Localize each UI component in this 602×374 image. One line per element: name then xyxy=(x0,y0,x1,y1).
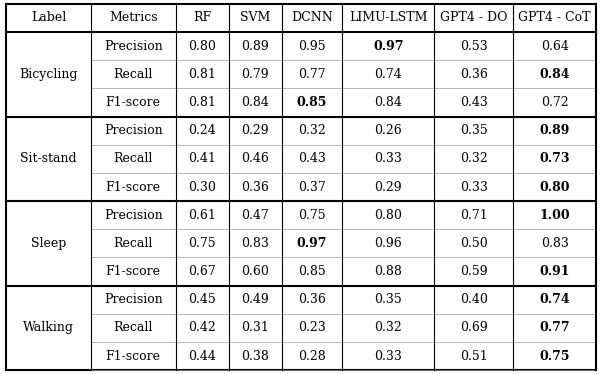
Text: 0.40: 0.40 xyxy=(460,293,488,306)
Text: 0.23: 0.23 xyxy=(298,322,326,334)
Text: 0.80: 0.80 xyxy=(188,40,216,52)
Text: 0.67: 0.67 xyxy=(188,265,216,278)
Text: 0.84: 0.84 xyxy=(539,68,570,81)
Text: 0.37: 0.37 xyxy=(298,181,326,193)
Text: Recall: Recall xyxy=(114,152,153,165)
Text: Sleep: Sleep xyxy=(31,237,66,250)
Text: 0.38: 0.38 xyxy=(241,350,269,363)
Text: Bicycling: Bicycling xyxy=(19,68,78,81)
Text: 0.29: 0.29 xyxy=(241,124,269,137)
Text: 0.73: 0.73 xyxy=(539,152,570,165)
Text: 0.96: 0.96 xyxy=(374,237,402,250)
Text: 0.71: 0.71 xyxy=(460,209,488,222)
Text: 0.49: 0.49 xyxy=(241,293,269,306)
Text: 0.32: 0.32 xyxy=(374,322,402,334)
Text: 1.00: 1.00 xyxy=(539,209,570,222)
Text: Precision: Precision xyxy=(104,293,163,306)
Text: 0.84: 0.84 xyxy=(241,96,269,109)
Text: 0.32: 0.32 xyxy=(298,124,326,137)
Text: 0.83: 0.83 xyxy=(241,237,269,250)
Text: 0.83: 0.83 xyxy=(541,237,569,250)
Text: 0.81: 0.81 xyxy=(188,96,216,109)
Text: 0.74: 0.74 xyxy=(539,293,570,306)
Text: 0.36: 0.36 xyxy=(460,68,488,81)
Text: Precision: Precision xyxy=(104,40,163,52)
Text: Label: Label xyxy=(31,11,66,24)
Text: 0.36: 0.36 xyxy=(241,181,269,193)
Text: 0.50: 0.50 xyxy=(460,237,488,250)
Text: 0.97: 0.97 xyxy=(373,40,403,52)
Text: Recall: Recall xyxy=(114,322,153,334)
Text: 0.84: 0.84 xyxy=(374,96,402,109)
Text: 0.97: 0.97 xyxy=(297,237,327,250)
Text: 0.89: 0.89 xyxy=(241,40,269,52)
Text: 0.35: 0.35 xyxy=(460,124,488,137)
Text: 0.69: 0.69 xyxy=(460,322,488,334)
Text: 0.51: 0.51 xyxy=(460,350,488,363)
Text: 0.75: 0.75 xyxy=(298,209,326,222)
Text: 0.29: 0.29 xyxy=(374,181,402,193)
Text: 0.24: 0.24 xyxy=(188,124,216,137)
Text: Sit-stand: Sit-stand xyxy=(20,152,76,165)
Text: 0.81: 0.81 xyxy=(188,68,216,81)
Text: 0.33: 0.33 xyxy=(374,350,402,363)
Text: DCNN: DCNN xyxy=(291,11,333,24)
Text: F1-score: F1-score xyxy=(106,350,161,363)
Text: RF: RF xyxy=(193,11,211,24)
Text: F1-score: F1-score xyxy=(106,181,161,193)
Text: 0.32: 0.32 xyxy=(460,152,488,165)
Text: 0.72: 0.72 xyxy=(541,96,568,109)
Text: 0.77: 0.77 xyxy=(539,322,570,334)
Text: F1-score: F1-score xyxy=(106,265,161,278)
Text: 0.95: 0.95 xyxy=(298,40,326,52)
Text: 0.43: 0.43 xyxy=(460,96,488,109)
Text: 0.35: 0.35 xyxy=(374,293,402,306)
Text: 0.74: 0.74 xyxy=(374,68,402,81)
Text: Metrics: Metrics xyxy=(109,11,158,24)
Text: 0.33: 0.33 xyxy=(460,181,488,193)
Text: Recall: Recall xyxy=(114,68,153,81)
Text: 0.91: 0.91 xyxy=(539,265,570,278)
Text: 0.59: 0.59 xyxy=(460,265,488,278)
Text: 0.46: 0.46 xyxy=(241,152,269,165)
Text: 0.41: 0.41 xyxy=(188,152,216,165)
Text: 0.60: 0.60 xyxy=(241,265,269,278)
Text: Precision: Precision xyxy=(104,124,163,137)
Text: 0.85: 0.85 xyxy=(297,96,327,109)
Text: 0.79: 0.79 xyxy=(241,68,269,81)
Text: GPT4 - DO: GPT4 - DO xyxy=(440,11,507,24)
Text: 0.77: 0.77 xyxy=(298,68,326,81)
Text: LIMU-LSTM: LIMU-LSTM xyxy=(349,11,427,24)
Text: 0.75: 0.75 xyxy=(188,237,216,250)
Text: 0.47: 0.47 xyxy=(241,209,269,222)
Text: F1-score: F1-score xyxy=(106,96,161,109)
Text: 0.64: 0.64 xyxy=(541,40,569,52)
Text: 0.28: 0.28 xyxy=(298,350,326,363)
Text: 0.33: 0.33 xyxy=(374,152,402,165)
Text: 0.44: 0.44 xyxy=(188,350,216,363)
Text: 0.36: 0.36 xyxy=(298,293,326,306)
Text: 0.89: 0.89 xyxy=(539,124,570,137)
Text: 0.42: 0.42 xyxy=(188,322,216,334)
Text: 0.61: 0.61 xyxy=(188,209,216,222)
Text: 0.80: 0.80 xyxy=(539,181,570,193)
Text: 0.80: 0.80 xyxy=(374,209,402,222)
Text: Recall: Recall xyxy=(114,237,153,250)
Text: SVM: SVM xyxy=(240,11,270,24)
Text: Walking: Walking xyxy=(23,322,74,334)
Text: 0.30: 0.30 xyxy=(188,181,216,193)
Text: 0.53: 0.53 xyxy=(460,40,488,52)
Text: Precision: Precision xyxy=(104,209,163,222)
Text: GPT4 - CoT: GPT4 - CoT xyxy=(518,11,591,24)
Text: 0.43: 0.43 xyxy=(298,152,326,165)
Text: 0.31: 0.31 xyxy=(241,322,269,334)
Text: 0.85: 0.85 xyxy=(298,265,326,278)
Text: 0.26: 0.26 xyxy=(374,124,402,137)
Text: 0.45: 0.45 xyxy=(188,293,216,306)
Text: 0.88: 0.88 xyxy=(374,265,402,278)
Text: 0.75: 0.75 xyxy=(539,350,570,363)
